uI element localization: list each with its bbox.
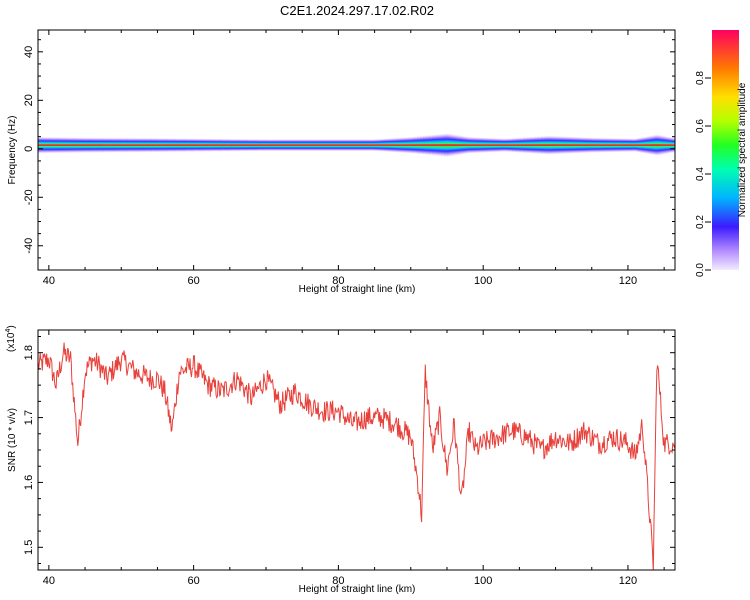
chart-title: C2E1.2024.297.17.02.R02	[280, 3, 434, 18]
x-tick-label: 40	[43, 275, 55, 287]
y-tick-label: -40	[23, 238, 35, 254]
snr-panel: 40 60 80 100 120 1.5 1.6 1.7 1.8 Height of stra…	[5, 325, 676, 595]
colorbar-tick-label: 0.2	[695, 215, 706, 229]
x-tick-label: 120	[619, 575, 637, 587]
spectrogram-frame	[37, 29, 676, 271]
y-tick-label: 40	[23, 46, 35, 58]
spectrogram-y-axis: -40 -20 0 20 40	[23, 39, 675, 271]
spectrogram-x-axis-label: Height of straight line (km)	[299, 284, 416, 295]
colorbar: 0.0 0.2 0.4 0.6 0.8 Normalized spectral ampl…	[695, 30, 748, 277]
y-tick-label: 1.5	[23, 540, 35, 555]
y-tick-label: 1.6	[23, 475, 35, 490]
colorbar-tick-label: 0.8	[695, 71, 706, 85]
colorbar-gradient	[712, 30, 739, 270]
colorbar-label: Normalized spectral amplitude	[737, 82, 748, 217]
snr-y-multiplier: (x104)	[5, 325, 17, 352]
snr-y-axis-label: SNR (10 * v/v)	[7, 408, 18, 472]
y-tick-label: 0	[23, 146, 35, 152]
x-tick-label: 80	[332, 575, 344, 587]
spectrogram-panel: 40 60 80 100 120 -40 -20 0 20 40 Height of strai…	[7, 29, 676, 295]
y-tick-label: -20	[23, 189, 35, 205]
x-tick-label: 60	[188, 575, 200, 587]
colorbar-tick-label: 0.6	[695, 119, 706, 133]
x-tick-label: 100	[474, 575, 492, 587]
y-tick-label: 1.7	[23, 410, 35, 425]
svg-text:(x104): (x104)	[5, 325, 17, 352]
spectrogram-y-axis-label: Frequency (Hz)	[7, 116, 18, 185]
x-tick-label: 60	[188, 275, 200, 287]
spectral-band	[38, 133, 675, 158]
snr-x-axis: 40 60 80 100 120	[43, 330, 665, 587]
y-tick-label: 20	[23, 94, 35, 106]
x-tick-label: 40	[43, 575, 55, 587]
colorbar-tick-label: 0.4	[695, 167, 706, 181]
x-tick-label: 100	[474, 275, 492, 287]
spectrogram-x-axis: 40 60 80 100 120	[43, 30, 665, 287]
x-tick-label: 80	[332, 275, 344, 287]
colorbar-tick-label: 0.0	[695, 263, 706, 277]
snr-series-line	[38, 342, 675, 570]
snr-x-axis-label: Height of straight line (km)	[299, 584, 416, 595]
x-tick-label: 120	[619, 275, 637, 287]
y-tick-label: 1.8	[23, 345, 35, 360]
snr-y-axis: 1.5 1.6 1.7 1.8	[23, 335, 675, 565]
colorbar-ticks: 0.0 0.2 0.4 0.6 0.8	[695, 71, 711, 277]
